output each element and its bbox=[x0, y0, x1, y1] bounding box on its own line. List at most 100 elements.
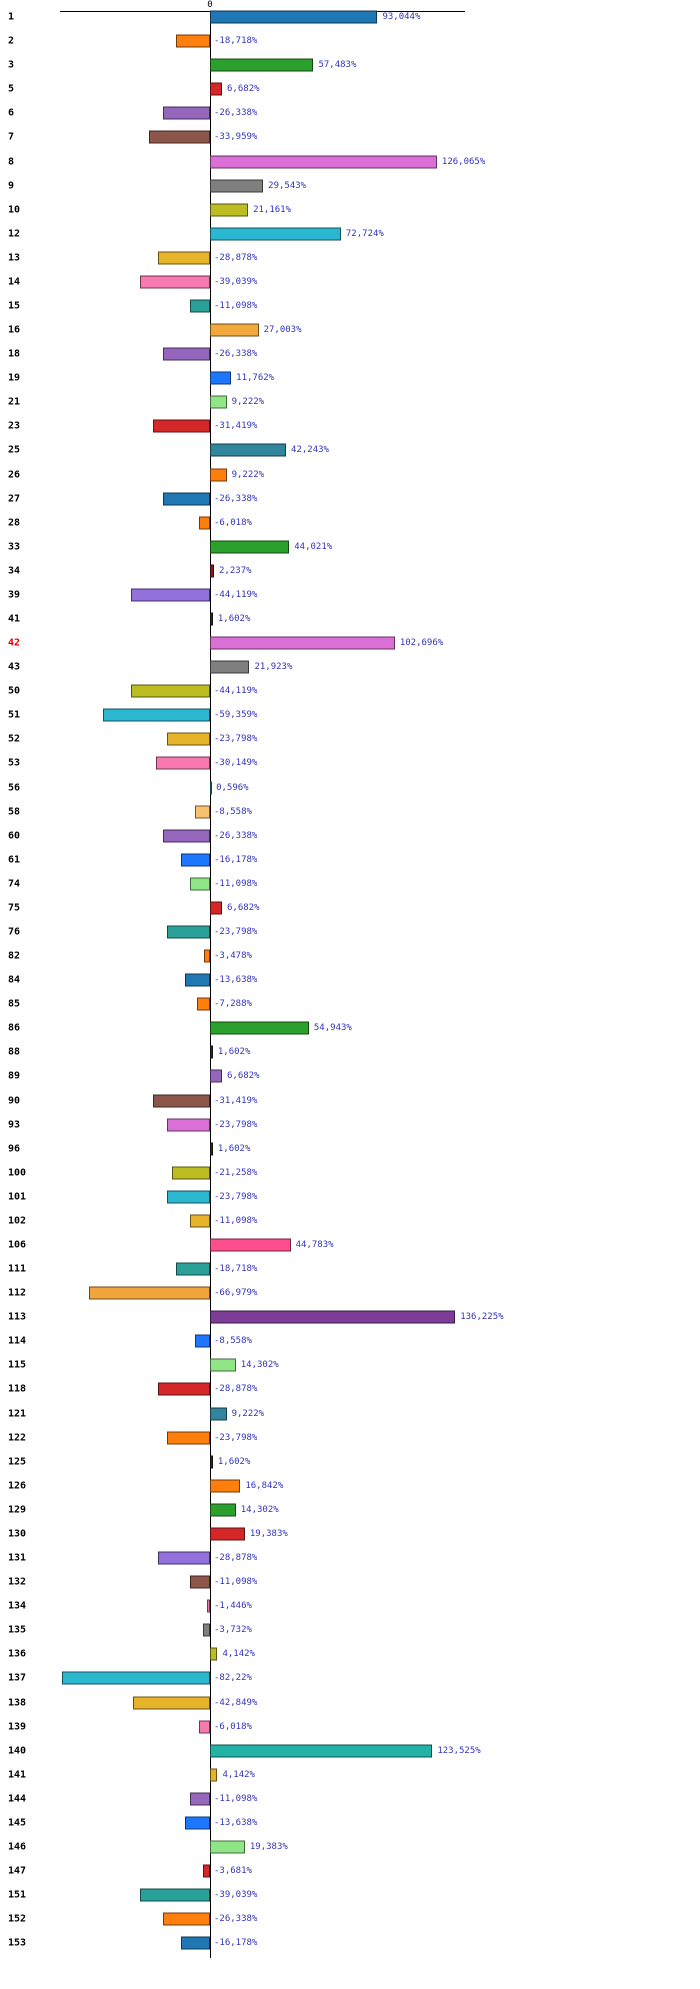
bar bbox=[196, 997, 210, 1011]
row-label: 50 bbox=[8, 685, 21, 697]
value-label: 42,243% bbox=[291, 445, 329, 456]
bar bbox=[210, 1358, 236, 1372]
chart-row: 13 -28,878% bbox=[0, 246, 700, 270]
bar bbox=[162, 492, 210, 506]
row-label: 86 bbox=[8, 1022, 21, 1034]
bar bbox=[210, 1503, 236, 1517]
value-label: 4,142% bbox=[222, 1769, 255, 1780]
value-label: 57,483% bbox=[318, 60, 357, 71]
chart-row: 14 -39,039% bbox=[0, 270, 700, 294]
row-label: 100 bbox=[8, 1167, 27, 1179]
bar bbox=[167, 1118, 210, 1132]
chart-row: 7 -33,959% bbox=[0, 125, 700, 149]
value-label: 6,682% bbox=[227, 1071, 260, 1082]
chart-row: 74 -11,098% bbox=[0, 872, 700, 896]
bar bbox=[210, 58, 314, 72]
bar bbox=[210, 1455, 213, 1469]
row-label: 33 bbox=[8, 541, 21, 553]
chart-row: 144 -11,098% bbox=[0, 1787, 700, 1811]
bar bbox=[167, 925, 210, 939]
bar bbox=[210, 323, 259, 337]
bar bbox=[167, 1431, 210, 1445]
chart-row: 61 -16,178% bbox=[0, 848, 700, 872]
chart-row: 8 126,065% bbox=[0, 149, 700, 173]
bar bbox=[139, 1888, 210, 1902]
row-label: 138 bbox=[8, 1697, 27, 1708]
bar bbox=[210, 660, 250, 674]
chart-row: 113 136,225% bbox=[0, 1305, 700, 1329]
row-label: 12 bbox=[8, 228, 21, 240]
row-label: 5 bbox=[8, 83, 15, 95]
chart-row: 27 -26,338% bbox=[0, 487, 700, 511]
bar bbox=[176, 34, 210, 48]
value-label: -16,178% bbox=[214, 854, 258, 865]
row-label: 102 bbox=[8, 1215, 27, 1227]
chart-row: 137 -82,22% bbox=[0, 1666, 700, 1690]
bar bbox=[190, 877, 210, 891]
chart-row: 76 -23,798% bbox=[0, 920, 700, 944]
bar bbox=[185, 1816, 210, 1830]
value-label: -33,959% bbox=[214, 132, 258, 143]
row-label: 140 bbox=[8, 1745, 27, 1757]
value-label: -26,338% bbox=[214, 349, 258, 360]
row-label: 27 bbox=[8, 493, 21, 505]
value-label: 123,525% bbox=[437, 1745, 481, 1756]
chart-row: 139 -6,018% bbox=[0, 1715, 700, 1739]
bar bbox=[210, 540, 290, 554]
chart-row: 136 4,142% bbox=[0, 1642, 700, 1666]
chart-row: 42 102,696% bbox=[0, 631, 700, 655]
value-label: -39,039% bbox=[214, 1890, 258, 1901]
chart-row: 100 -21,258% bbox=[0, 1161, 700, 1185]
bar bbox=[190, 1214, 210, 1228]
row-label: 134 bbox=[8, 1600, 27, 1612]
bar bbox=[180, 853, 210, 867]
row-label: 126 bbox=[8, 1480, 27, 1492]
value-label: -28,878% bbox=[214, 1553, 258, 1564]
row-label: 132 bbox=[8, 1576, 27, 1588]
bar bbox=[103, 708, 210, 722]
bar bbox=[210, 1768, 218, 1782]
row-label: 3 bbox=[8, 59, 15, 71]
bar bbox=[167, 732, 210, 746]
chart-row: 134 -1,446% bbox=[0, 1594, 700, 1618]
value-label: 1,602% bbox=[217, 1143, 251, 1154]
chart-row: 140 123,525% bbox=[0, 1739, 700, 1763]
value-label: -6,018% bbox=[214, 1721, 252, 1732]
chart-row: 23 -31,419% bbox=[0, 414, 700, 438]
chart-row: 10 21,161% bbox=[0, 198, 700, 222]
bar bbox=[162, 1912, 210, 1926]
value-label: -28,878% bbox=[214, 1384, 258, 1395]
chart-row: 90 -31,419% bbox=[0, 1089, 700, 1113]
bar bbox=[210, 612, 213, 626]
bar bbox=[171, 1166, 210, 1180]
value-label: 6,682% bbox=[227, 84, 260, 95]
row-label: 84 bbox=[8, 974, 21, 986]
bar bbox=[185, 973, 210, 987]
row-label: 18 bbox=[8, 348, 21, 360]
chart-row: 101 -23,798% bbox=[0, 1185, 700, 1209]
chart-row: 50 -44,119% bbox=[0, 679, 700, 703]
chart-row: 19 11,762% bbox=[0, 366, 700, 390]
row-label: 145 bbox=[8, 1817, 27, 1829]
value-label: -11,098% bbox=[214, 878, 258, 889]
value-label: -11,098% bbox=[214, 300, 258, 311]
value-label: -21,258% bbox=[214, 1167, 258, 1178]
value-label: -26,338% bbox=[214, 1914, 258, 1925]
row-label: 113 bbox=[8, 1311, 27, 1323]
bar bbox=[130, 684, 210, 698]
chart-row: 111 -18,718% bbox=[0, 1257, 700, 1281]
bar bbox=[190, 1792, 210, 1806]
bar bbox=[180, 1936, 210, 1950]
value-label: -44,119% bbox=[214, 589, 258, 600]
value-label: -3,478% bbox=[214, 951, 252, 962]
value-label: -13,638% bbox=[214, 975, 258, 986]
row-label: 43 bbox=[8, 661, 21, 673]
bar bbox=[210, 155, 437, 168]
row-label: 90 bbox=[8, 1095, 21, 1107]
value-label: -23,798% bbox=[214, 1119, 258, 1130]
row-label: 114 bbox=[8, 1335, 27, 1347]
bar bbox=[139, 275, 210, 289]
chart-row: 93 -23,798% bbox=[0, 1113, 700, 1137]
row-label: 85 bbox=[8, 998, 21, 1010]
